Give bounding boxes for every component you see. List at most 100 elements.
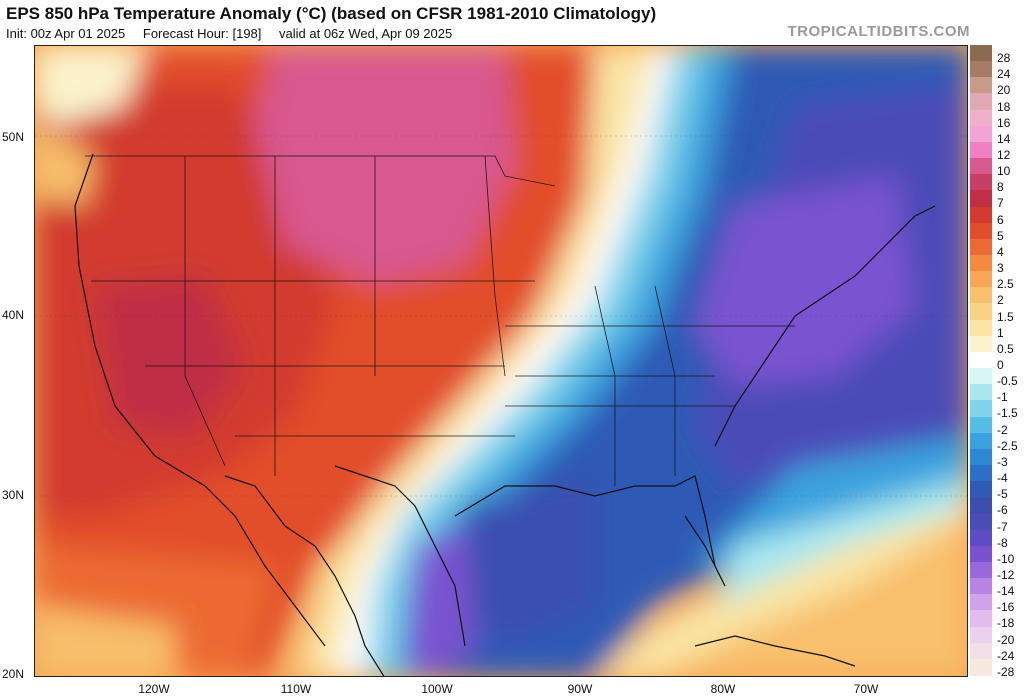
colorbar-legend: 28 24 20 18 16 14 12 10 8 7 6 5 4 3 2.5 2 1.5 1 0.5 0 -0.5 -1… xyxy=(970,45,1022,679)
lon-label: 80W xyxy=(710,682,736,696)
colorbar-swatch xyxy=(970,578,992,596)
colorbar-label: -4 xyxy=(997,471,1008,486)
colorbar-swatch xyxy=(970,222,992,240)
colorbar-label: 4 xyxy=(997,244,1004,259)
colorbar-label: -3 xyxy=(997,454,1008,469)
lon-label: 90W xyxy=(567,682,593,696)
colorbar-label: 10 xyxy=(997,164,1011,179)
colorbar-label: 0.5 xyxy=(997,341,1014,356)
colorbar-label: 14 xyxy=(997,131,1011,146)
colorbar-label: -20 xyxy=(997,632,1015,647)
colorbar-label: -1.5 xyxy=(997,406,1018,421)
colorbar-label: 0 xyxy=(997,358,1004,372)
lon-label: 100W xyxy=(421,682,453,696)
colorbar-label: 2 xyxy=(997,293,1004,308)
colorbar-label: -24 xyxy=(997,648,1015,663)
colorbar-swatch xyxy=(970,303,992,321)
colorbar-swatch xyxy=(970,77,992,95)
colorbar-label: 8 xyxy=(997,180,1004,195)
colorbar-swatch xyxy=(970,287,992,305)
graticule xyxy=(35,135,967,497)
colorbar-label: 18 xyxy=(997,99,1011,114)
colorbar-swatch xyxy=(970,465,992,482)
colorbar-swatch xyxy=(970,448,992,466)
colorbar-swatch xyxy=(970,497,992,515)
colorbar-swatch xyxy=(970,109,992,127)
colorbar-label: -18 xyxy=(997,616,1015,631)
colorbar-swatch xyxy=(970,481,992,499)
colorbar-swatch xyxy=(970,206,992,224)
colorbar-label: 24 xyxy=(997,67,1011,82)
colorbar-swatch xyxy=(970,594,992,612)
colorbar-label: -7 xyxy=(997,519,1008,534)
colorbar-swatch xyxy=(970,255,992,272)
colorbar-label: -10 xyxy=(997,551,1015,566)
colorbar-label: 20 xyxy=(997,83,1011,98)
colorbar-swatch xyxy=(970,61,992,79)
colorbar-label: -0.5 xyxy=(997,374,1018,389)
init-time: Init: 00z Apr 01 2025 xyxy=(6,26,126,41)
colorbar-swatch xyxy=(970,545,992,563)
colorbar-swatch xyxy=(970,335,992,353)
colorbar-swatch xyxy=(970,658,992,676)
colorbar-label: 3 xyxy=(997,261,1004,276)
colorbar-label: -12 xyxy=(997,568,1015,582)
colorbar-swatch xyxy=(970,238,992,256)
colorbar-label: 1 xyxy=(997,325,1004,340)
colorbar-label: 16 xyxy=(997,115,1011,130)
colorbar-swatch xyxy=(970,384,992,402)
colorbar-swatch xyxy=(970,561,992,579)
lat-label: 50N xyxy=(2,130,25,144)
colorbar-label: -2.5 xyxy=(997,438,1018,453)
colorbar-label: 7 xyxy=(997,196,1004,211)
colorbar-swatch xyxy=(970,158,992,176)
colorbar-swatch xyxy=(970,529,992,547)
colorbar-swatch xyxy=(970,610,992,628)
colorbar-swatch xyxy=(970,93,992,111)
colorbar-label: -28 xyxy=(997,664,1015,679)
colorbar-swatch xyxy=(970,432,992,450)
colorbar-label: -5 xyxy=(997,487,1008,502)
colorbar-label: 6 xyxy=(997,212,1004,227)
colorbar-label: -16 xyxy=(997,600,1015,615)
colorbar-label: 12 xyxy=(997,148,1011,162)
lat-label: 40N xyxy=(2,308,25,322)
colorbar-label: 5 xyxy=(997,228,1004,243)
colorbar-label: 28 xyxy=(997,51,1011,66)
colorbar-swatch xyxy=(970,626,992,644)
colorbar-swatch xyxy=(970,125,992,143)
colorbar-swatch xyxy=(970,400,992,418)
lon-label: 70W xyxy=(853,682,879,696)
lat-label: 20N xyxy=(2,667,25,681)
map-title: EPS 850 hPa Temperature Anomaly (°C) (ba… xyxy=(6,4,657,23)
colorbar-swatch xyxy=(970,351,992,369)
coastlines xyxy=(74,153,936,676)
colorbar-label: 2.5 xyxy=(997,277,1014,292)
colorbar-label: -2 xyxy=(997,422,1008,437)
colorbar-label: -1 xyxy=(997,390,1008,405)
colorbar-swatch xyxy=(970,174,992,192)
colorbar-label: 1.5 xyxy=(997,309,1014,324)
lon-label: 110W xyxy=(280,682,312,696)
colorbar-swatch xyxy=(970,271,992,289)
colorbar-label: -14 xyxy=(997,584,1015,599)
map-subtitle: Init: 00z Apr 01 2025 Forecast Hour: [19… xyxy=(6,26,466,41)
colorbar-swatch xyxy=(970,368,992,386)
lat-label: 30N xyxy=(2,488,25,502)
lon-label: 120W xyxy=(138,682,170,696)
anomaly-map xyxy=(34,45,968,677)
colorbar-label: -6 xyxy=(997,503,1008,518)
brand-watermark: TROPICALTIDBITS.COM xyxy=(787,23,970,40)
colorbar-swatch xyxy=(970,416,992,434)
state-borders xyxy=(85,155,795,486)
anomaly-field xyxy=(35,46,967,676)
colorbar-swatch xyxy=(970,642,992,660)
valid-time: valid at 06z Wed, Apr 09 2025 xyxy=(279,26,453,41)
colorbar-swatch xyxy=(970,190,992,208)
colorbar-swatch xyxy=(970,141,992,159)
colorbar-swatch xyxy=(970,45,992,62)
colorbar-swatch xyxy=(970,513,992,531)
colorbar-swatch xyxy=(970,319,992,337)
forecast-hour: Forecast Hour: [198] xyxy=(142,26,262,41)
colorbar-label: -8 xyxy=(997,535,1008,550)
